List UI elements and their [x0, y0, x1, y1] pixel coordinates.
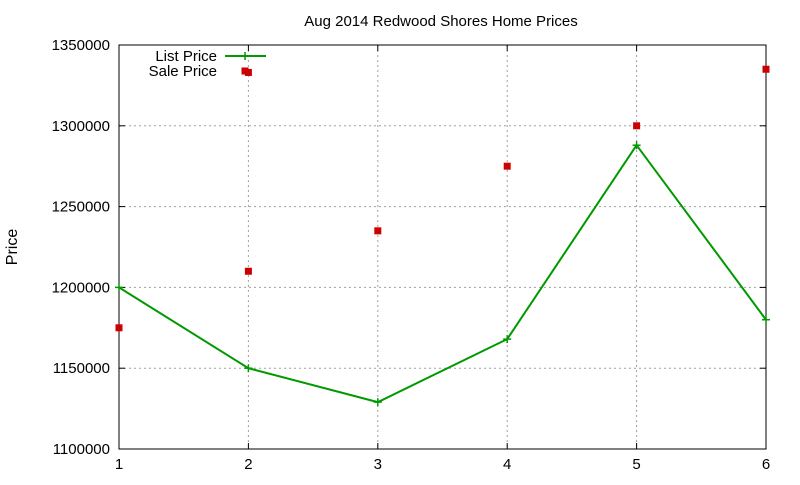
y-tick-label: 1100000 — [53, 441, 110, 458]
x-tick-label: 2 — [244, 456, 252, 473]
grid-layer — [119, 45, 766, 449]
axis-layer: 1 2 3 4 5 6 1100000 1150000 1200000 1250000 130000… — [52, 37, 771, 473]
data-layer — [115, 65, 770, 407]
legend-label-list-price: List Price — [155, 48, 217, 65]
sale-price-point — [115, 324, 123, 332]
plot-border — [118, 44, 767, 450]
list-price-point — [373, 398, 382, 407]
list-price-point — [244, 364, 253, 373]
y-axis-label: Price — [4, 229, 21, 266]
y-tick-label: 1350000 — [52, 37, 110, 54]
list-price-point — [632, 141, 641, 150]
sale-price-point — [374, 227, 382, 235]
sale-price-point — [762, 65, 770, 73]
list-price-point — [503, 335, 512, 344]
sale-price-point — [244, 267, 252, 275]
y-tick-label: 1150000 — [53, 360, 110, 377]
sale-price-point — [633, 122, 641, 130]
list-price-point — [115, 283, 123, 292]
y-tick-label: 1250000 — [52, 199, 110, 216]
x-tick-label: 5 — [632, 456, 640, 473]
legend-label-sale-price: Sale Price — [149, 63, 217, 80]
x-tick-label: 1 — [115, 456, 123, 473]
sale-price-point — [503, 162, 511, 170]
legend: List Price Sale Price — [149, 48, 266, 80]
legend-marker-sale-price — [241, 67, 249, 75]
y-tick-label: 1300000 — [52, 118, 110, 135]
legend-marker-list-price — [241, 52, 249, 60]
list-price-point — [762, 315, 770, 324]
y-tick-label: 1200000 — [52, 279, 110, 296]
x-tick-label: 6 — [762, 456, 770, 473]
list-price-line — [118, 143, 767, 404]
x-tick-label: 4 — [503, 456, 511, 473]
x-tick-label: 3 — [374, 456, 382, 473]
chart-title: Aug 2014 Redwood Shores Home Prices — [304, 13, 578, 30]
